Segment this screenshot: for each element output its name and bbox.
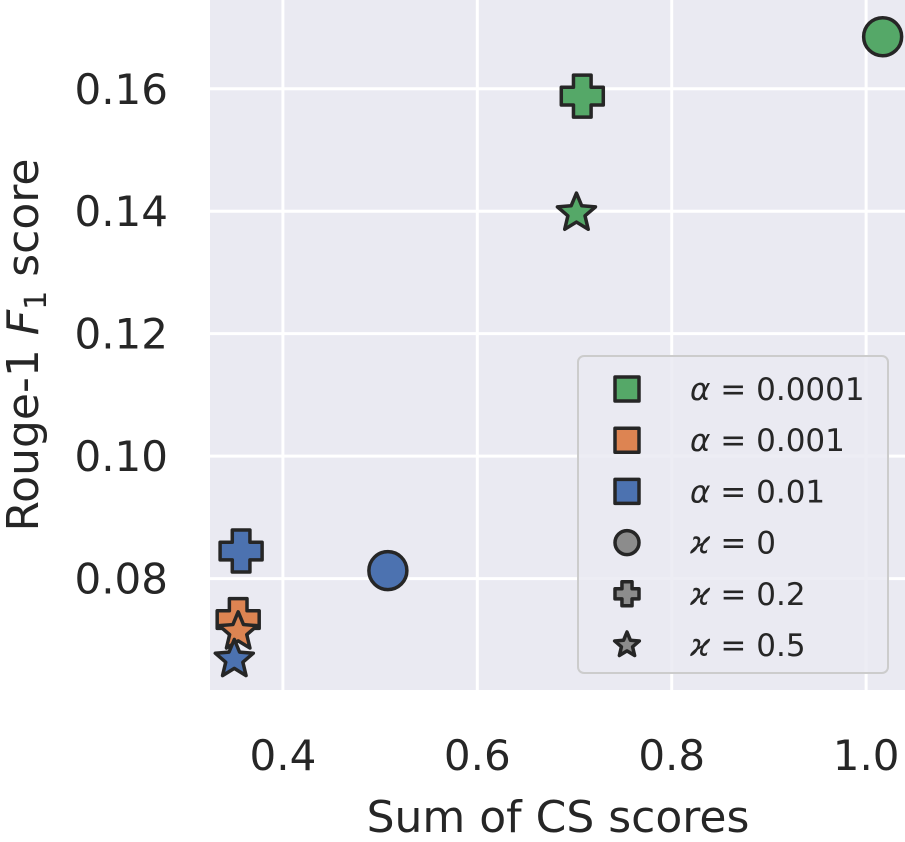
y-tick-label: 0.12	[74, 310, 168, 359]
legend-label: α = 0.01	[690, 474, 825, 510]
star-point	[217, 610, 259, 650]
legend-entry: ϰ = 0.2	[613, 577, 806, 613]
square-legend-marker	[613, 426, 641, 454]
legend-label: ϰ = 0.2	[689, 577, 806, 613]
y-tick-label: 0.16	[74, 65, 168, 114]
grid-lines	[210, 0, 905, 690]
legend-label: α = 0.001	[690, 423, 845, 459]
legend-label: α = 0.0001	[690, 372, 865, 408]
y-tick-label: 0.08	[74, 555, 168, 604]
x-tick-label: 0.4	[250, 731, 317, 780]
plus-point	[559, 73, 606, 119]
star-point	[213, 637, 256, 678]
x-tick-label: 0.8	[638, 731, 705, 780]
square-legend-marker	[613, 375, 641, 403]
legend-label: ϰ = 0.5	[689, 628, 806, 664]
legend-entry: α = 0.0001	[613, 372, 865, 408]
star-legend-marker	[612, 630, 642, 658]
y-axis-label: Rouge-1 F1 score	[0, 159, 54, 532]
legend-box	[577, 355, 889, 674]
legend-label: ϰ = 0	[689, 526, 776, 562]
x-axis-label: Sum of CS scores	[367, 792, 750, 842]
x-tick-label: 1.0	[833, 731, 900, 780]
y-tick-label: 0.10	[74, 432, 168, 481]
y-tick-labels: 0.08 0.10 0.12 0.14 0.16	[74, 65, 168, 604]
x-tick-label: 0.6	[444, 731, 511, 780]
x-tick-labels: 0.4 0.6 0.8 1.0	[250, 731, 900, 780]
plus-legend-marker	[613, 580, 641, 608]
circle-point	[861, 15, 904, 58]
legend-entry: α = 0.001	[613, 423, 845, 459]
star-point	[555, 191, 598, 231]
plus-point	[218, 528, 264, 574]
legend-entry: ϰ = 0.5	[612, 628, 806, 664]
legend-entry: α = 0.01	[613, 474, 825, 510]
circle-legend-marker	[613, 528, 641, 557]
legend: α = 0.0001 α = 0.001 α = 0.01 ϰ = 0 ϰ = 0.2 ϰ…	[577, 355, 889, 674]
data-points	[213, 15, 904, 678]
y-tick-label: 0.14	[74, 187, 168, 236]
square-legend-marker	[613, 477, 641, 506]
legend-entry: ϰ = 0	[613, 526, 776, 562]
circle-point	[367, 549, 409, 592]
